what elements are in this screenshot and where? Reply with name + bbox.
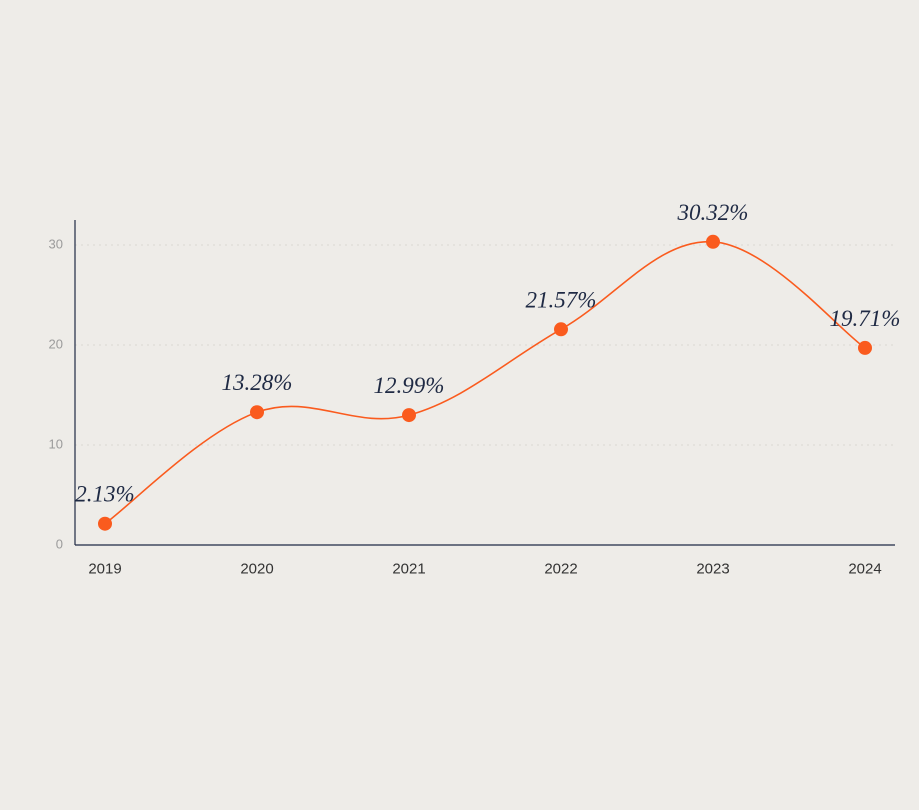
y-tick-label: 10	[49, 436, 63, 451]
x-tick-label: 2019	[88, 560, 121, 577]
value-label: 21.57%	[526, 287, 597, 312]
value-label: 13.28%	[222, 370, 293, 395]
data-point	[858, 341, 872, 355]
data-point	[98, 517, 112, 531]
data-point	[250, 405, 264, 419]
chart-container: 0 10 20 30 2019 2020 2021 2022 2023 2024 2.13% 13.2…	[0, 0, 919, 810]
x-tick-label: 2024	[848, 560, 881, 577]
x-tick-label: 2022	[544, 560, 577, 577]
data-point	[706, 235, 720, 249]
value-label: 19.71%	[830, 306, 901, 331]
value-label: 2.13%	[75, 482, 134, 507]
x-tick-label: 2023	[696, 560, 729, 577]
value-label: 30.32%	[677, 200, 749, 225]
y-tick-label: 0	[56, 536, 63, 551]
y-tick-label: 20	[49, 336, 63, 351]
data-point	[402, 408, 416, 422]
data-point	[554, 322, 568, 336]
value-label: 12.99%	[374, 373, 445, 398]
x-tick-label: 2021	[392, 560, 425, 577]
x-tick-label: 2020	[240, 560, 273, 577]
line-chart: 0 10 20 30 2019 2020 2021 2022 2023 2024 2.13% 13.2…	[0, 0, 919, 810]
y-tick-label: 30	[49, 236, 63, 251]
